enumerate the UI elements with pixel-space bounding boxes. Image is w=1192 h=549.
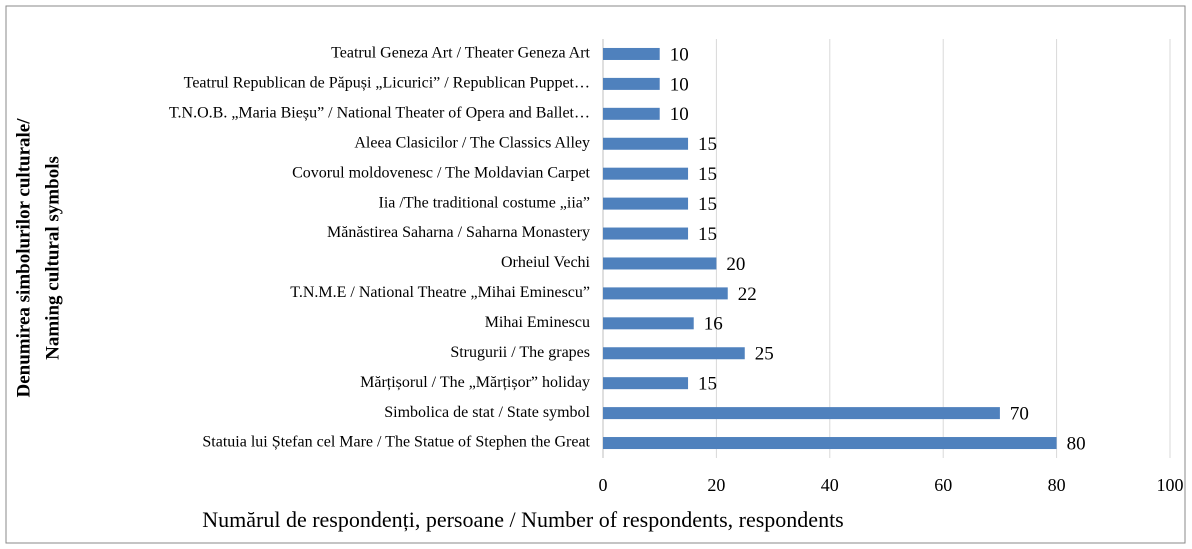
data-label: 16 <box>704 314 723 335</box>
data-label: 10 <box>670 74 689 95</box>
data-label: 15 <box>698 374 717 395</box>
y-tick-label: Teatrul Republican de Păpuși „Licurici” … <box>184 75 590 92</box>
x-tick-label: 60 <box>934 475 952 495</box>
data-label: 15 <box>698 224 717 245</box>
data-label: 15 <box>698 134 717 155</box>
bar <box>603 377 689 390</box>
bar <box>603 227 689 240</box>
bar <box>603 437 1057 450</box>
bar <box>603 287 728 300</box>
data-label: 20 <box>726 254 745 275</box>
bar <box>603 347 745 360</box>
bar <box>603 407 1000 420</box>
data-label: 80 <box>1067 433 1086 454</box>
y-axis-label: Naming cultural symbols <box>42 156 63 360</box>
bar <box>603 317 694 330</box>
y-tick-label: Statuia lui Ștefan cel Mare / The Statue… <box>202 434 590 451</box>
y-axis-label: Denumirea simbolurilor culturale/ <box>13 118 34 398</box>
y-tick-label: Iia /The traditional costume „iia” <box>379 194 590 211</box>
bar <box>603 167 689 180</box>
x-tick-label: 40 <box>821 475 839 495</box>
y-tick-label: T.N.M.E / National Theatre „Mihai Emines… <box>290 284 590 301</box>
chart-frame <box>5 5 1186 544</box>
y-tick-label: Covorul moldovenesc / The Moldavian Carp… <box>292 164 590 181</box>
y-tick-label: Teatrul Geneza Art / Theater Geneza Art <box>331 45 590 62</box>
bar <box>603 107 660 120</box>
data-label: 22 <box>738 284 757 305</box>
x-tick-label: 100 <box>1157 475 1184 495</box>
data-label: 15 <box>698 164 717 185</box>
bar <box>603 137 689 150</box>
data-label: 10 <box>670 44 689 65</box>
x-tick-label: 0 <box>599 475 608 495</box>
y-tick-label: Orheiul Vechi <box>501 254 591 271</box>
y-tick-label: Strugurii / The grapes <box>450 344 590 361</box>
bar <box>603 197 689 210</box>
y-tick-label: Mihai Eminescu <box>485 314 590 331</box>
bar <box>603 77 660 90</box>
y-tick-label: Simbolica de stat / State symbol <box>384 404 590 421</box>
y-tick-label: Aleea Clasicilor / The Classics Alley <box>354 134 590 151</box>
y-tick-label: Mănăstirea Saharna / Saharna Monastery <box>327 224 590 241</box>
y-tick-label: T.N.O.B. „Maria Bieșu” / National Theate… <box>169 104 590 121</box>
data-label: 15 <box>698 194 717 215</box>
y-tick-label: Mărțișorul / The „Mărțișor” holiday <box>360 374 590 391</box>
x-tick-label: 20 <box>707 475 725 495</box>
data-label: 25 <box>755 344 774 365</box>
data-label: 70 <box>1010 403 1029 424</box>
x-tick-label: 80 <box>1048 475 1066 495</box>
x-axis-label: Numărul de respondenți, persoane / Numbe… <box>202 507 844 532</box>
data-label: 10 <box>670 104 689 125</box>
bar <box>603 257 717 270</box>
bar <box>603 47 660 60</box>
